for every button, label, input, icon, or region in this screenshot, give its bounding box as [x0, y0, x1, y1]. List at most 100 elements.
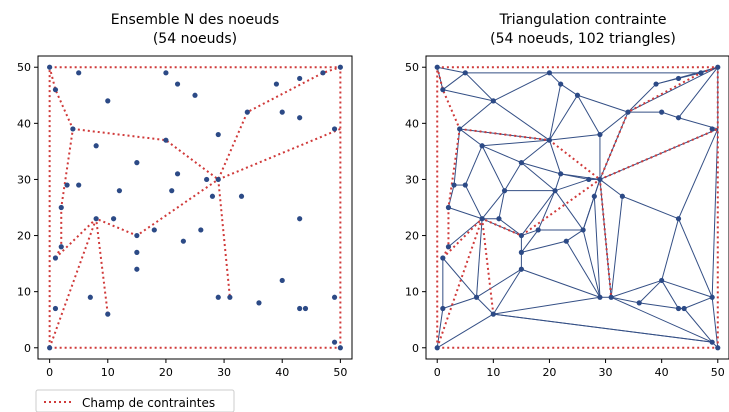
triangle-edge [639, 302, 679, 309]
node-point [619, 193, 625, 199]
triangle-edge [661, 279, 713, 298]
triangle-edge [577, 95, 601, 135]
node-point [591, 193, 597, 199]
triangle-edge [481, 145, 506, 191]
y-tick-label: 40 [405, 117, 419, 130]
x-tick-label: 30 [599, 366, 613, 379]
node-point [58, 244, 64, 250]
triangle-edge [627, 66, 719, 113]
node-point [297, 75, 303, 82]
triangle-edge [549, 95, 578, 141]
node-point [244, 109, 250, 115]
node-point [273, 81, 280, 87]
node-point [93, 216, 99, 222]
triangle-edge [548, 140, 562, 174]
node-point [563, 238, 569, 244]
triangle-edge [476, 268, 522, 298]
triangle-edge [493, 72, 550, 102]
node-point [675, 75, 682, 82]
triangle-edge [493, 296, 601, 315]
node-point [256, 300, 262, 306]
node-point [105, 98, 111, 104]
triangle-edge [448, 218, 483, 248]
triangle-edge [493, 100, 550, 141]
node-point [445, 204, 452, 211]
node-point [659, 109, 665, 115]
nodes-chart: Ensemble N des noeuds (54 noeuds) 0 10 20 3… [17, 12, 353, 379]
triangle-edge [610, 296, 713, 343]
x-tick-label: 20 [542, 366, 556, 379]
node-point [204, 176, 210, 183]
node-point [501, 188, 508, 194]
triangulation-chart-title-line1: Triangulation contrainte [499, 12, 667, 28]
x-tick-label: 20 [159, 366, 173, 379]
constraint-line [217, 128, 341, 181]
triangle-edge [476, 296, 494, 315]
node-point [659, 277, 665, 284]
node-point [490, 311, 496, 317]
x-tick-label: 50 [711, 366, 725, 379]
y-tick-label: 0 [412, 342, 419, 355]
node-point [331, 126, 338, 132]
node-point [52, 255, 59, 261]
node-point [558, 81, 564, 87]
node-point [479, 143, 485, 149]
node-point [434, 345, 440, 351]
node-point [473, 294, 480, 300]
triangle-edge [520, 190, 556, 236]
node-point [445, 244, 452, 250]
node-point [558, 171, 564, 177]
x-tick-label: 40 [275, 366, 289, 379]
triangle-edge [498, 218, 522, 236]
node-point [227, 294, 233, 300]
triangle-edge [476, 218, 483, 298]
node-point [215, 176, 221, 183]
nodes-chart-title-line2: (54 noeuds) [153, 31, 237, 47]
node-point [675, 115, 682, 121]
node-point [434, 64, 440, 70]
node-point [552, 188, 558, 194]
node-point [597, 176, 603, 183]
node-point [653, 81, 659, 87]
constraint-line [48, 66, 74, 259]
triangle-edge [582, 229, 601, 298]
node-point [479, 216, 485, 222]
triangle-edge [678, 218, 713, 298]
node-point [279, 109, 285, 115]
y-tick-label: 20 [405, 230, 419, 243]
triangulation-plot-area: 0 10 20 30 40 50 0 10 20 30 40 50 [405, 55, 729, 379]
node-point [52, 87, 59, 93]
node-point [457, 126, 463, 132]
y-tick-label: 0 [24, 342, 31, 355]
legend-constraint-label: Champ de contraintes [82, 396, 215, 410]
triangle-edge [678, 128, 719, 219]
triangle-edge [582, 179, 601, 231]
triangle-edge [638, 280, 663, 304]
triangle-edge [521, 162, 561, 175]
triangle-edge [610, 196, 623, 298]
triangle-edge [521, 240, 567, 253]
node-point [675, 216, 682, 222]
node-point [215, 294, 221, 300]
triangle-edge [520, 229, 539, 253]
y-tick-label: 30 [405, 173, 419, 186]
triangle-edge [611, 279, 662, 298]
x-tick-label: 0 [46, 366, 53, 379]
node-point [134, 160, 140, 166]
legend-box [35, 389, 235, 412]
x-tick-label: 0 [434, 366, 441, 379]
node-point [134, 266, 140, 272]
x-tick-label: 40 [655, 366, 669, 379]
triangle-edge [464, 145, 483, 186]
triangle-edge [683, 308, 713, 343]
node-point [574, 92, 581, 98]
constraint-line [48, 177, 231, 349]
triangle-edge [548, 83, 562, 141]
triangle-edge [493, 313, 713, 343]
y-tick-label: 10 [17, 286, 31, 299]
triangle-edge [627, 83, 657, 113]
node-point [518, 232, 524, 239]
nodes-chart-title-line1: Ensemble N des noeuds [111, 12, 279, 28]
node-point [337, 345, 343, 351]
node-point [496, 216, 502, 222]
